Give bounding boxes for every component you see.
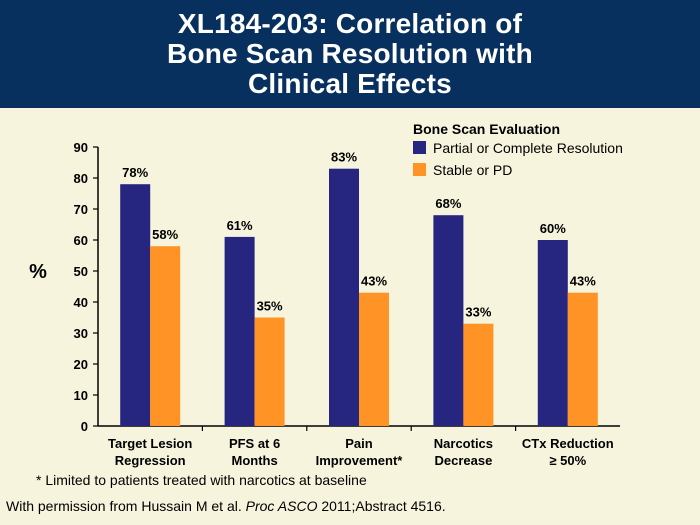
data-label: 61% (227, 218, 253, 233)
y-tick-label: 40 (74, 295, 88, 310)
x-category-label: ≥ 50% (549, 453, 586, 468)
x-category-label: PFS at 6 (229, 436, 280, 451)
bar-resolution-4 (433, 215, 464, 426)
data-label: 60% (540, 221, 566, 236)
y-tick-label: 30 (74, 326, 88, 341)
bar-chart: 0 10 20 30 40 50 60 70 80 90% 78% 58% Target Lesion R… (29, 121, 623, 468)
credit-journal: Proc ASCO (245, 498, 318, 514)
data-label: 78% (122, 165, 148, 180)
title-divider (0, 108, 700, 113)
title-line-2: Bone Scan Resolution with (167, 38, 533, 69)
legend-label: Partial or Complete Resolution (433, 140, 623, 156)
y-tick-label: 60 (74, 233, 88, 248)
y-tick-label: 0 (81, 419, 88, 434)
title-line-1: XL184-203: Correlation of (177, 8, 523, 39)
legend-swatch-stable (413, 163, 426, 176)
data-label: 68% (435, 196, 461, 211)
y-tick-label: 80 (74, 171, 88, 186)
y-tick-label: 20 (74, 357, 88, 372)
bar-stable-1 (150, 246, 181, 426)
credit-line: With permission from Hussain M et al. Pr… (6, 498, 446, 514)
bar-stable-5 (567, 292, 598, 426)
x-category-label: CTx Reduction (522, 436, 614, 451)
bar-stable-2 (254, 317, 285, 426)
bar-stable-4 (463, 323, 494, 426)
x-category-label: Improvement* (316, 453, 404, 468)
data-label: 58% (152, 227, 178, 242)
y-tick-label: 90 (74, 140, 88, 155)
x-category-label: Narcotics (434, 436, 493, 451)
legend-title: Bone Scan Evaluation (413, 121, 560, 137)
data-label: 43% (570, 274, 596, 289)
y-tick-label: 50 (74, 264, 88, 279)
x-category-label: Pain (345, 436, 373, 451)
data-label: 33% (465, 305, 491, 320)
bar-resolution-2 (224, 236, 255, 426)
title-banner: XL184-203: Correlation of Bone Scan Reso… (0, 0, 700, 108)
bar-stable-3 (359, 292, 389, 426)
y-axis-label: % (29, 261, 47, 283)
slide-title: XL184-203: Correlation of Bone Scan Reso… (167, 9, 533, 99)
title-line-3: Clinical Effects (248, 68, 452, 99)
footnote: * Limited to patients treated with narco… (36, 472, 367, 488)
y-tick-label: 70 (74, 202, 88, 217)
credit-text: With permission from Hussain M et al. (6, 498, 246, 514)
x-category-label: Target Lesion (108, 436, 192, 451)
x-category-label: Regression (115, 453, 186, 468)
legend-swatch-resolution (413, 141, 426, 154)
y-tick-label: 10 (74, 388, 88, 403)
x-category-label: Months (231, 453, 277, 468)
x-category-label: Decrease (434, 453, 492, 468)
credit-citation: 2011;Abstract 4516. (317, 498, 446, 514)
legend-label: Stable or PD (433, 162, 512, 178)
data-label: 43% (361, 274, 387, 289)
data-label: 35% (257, 299, 283, 314)
data-label: 83% (331, 150, 357, 165)
bar-resolution-3 (329, 168, 359, 426)
bar-resolution-1 (120, 184, 151, 426)
bar-resolution-5 (537, 240, 568, 426)
